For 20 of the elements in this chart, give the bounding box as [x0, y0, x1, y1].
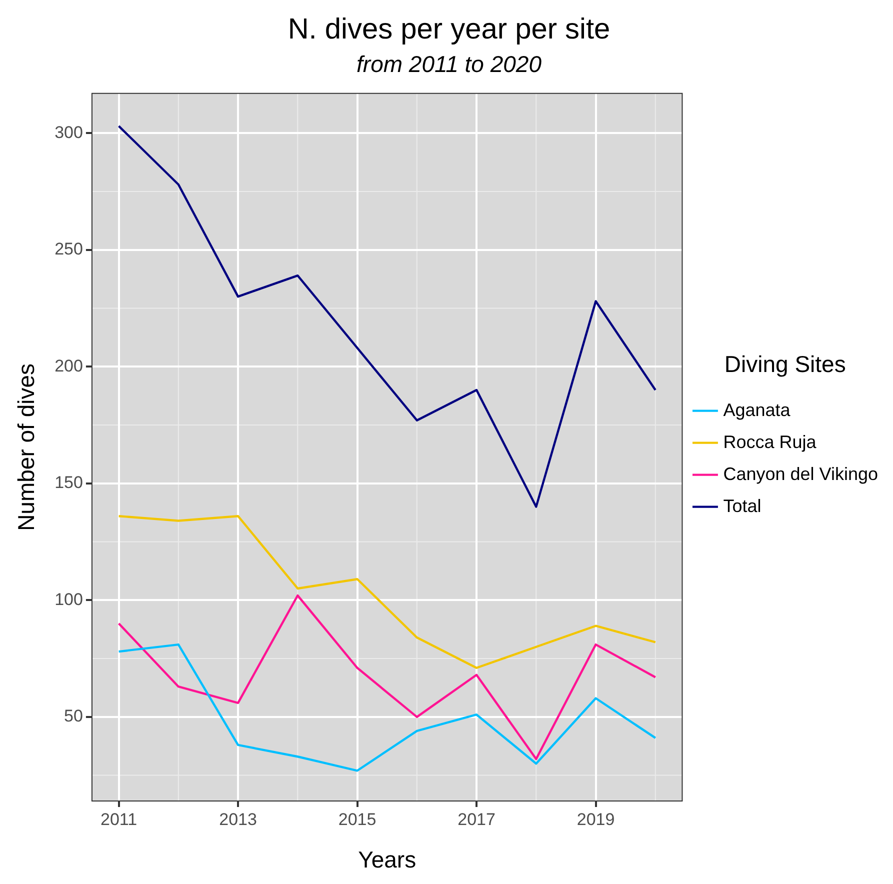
legend-label: Rocca Ruja [723, 432, 818, 452]
y-tick-label: 150 [54, 473, 83, 492]
chart-title: N. dives per year per site [288, 13, 610, 46]
y-tick-label: 50 [64, 706, 83, 726]
y-tick-label: 300 [54, 122, 83, 142]
x-axis-title: Years [358, 846, 416, 873]
x-tick-label: 2011 [100, 810, 138, 829]
x-tick-label: 2015 [338, 810, 376, 829]
x-tick-label: 2017 [458, 810, 496, 829]
chart-subtitle: from 2011 to 2020 [356, 50, 542, 77]
legend-label: Total [723, 496, 762, 516]
y-tick-label: 100 [54, 590, 83, 609]
y-axis-title: Number of dives [13, 363, 40, 531]
y-tick-label: 200 [54, 356, 83, 376]
x-tick-label: 2013 [219, 810, 257, 829]
x-tick-label: 2019 [576, 810, 615, 829]
legend-label: Canyon del Vikingo [723, 464, 878, 484]
y-tick-label: 250 [54, 240, 83, 259]
legend-title: Diving Sites [724, 351, 846, 378]
legend-label: Aganata [723, 400, 792, 420]
